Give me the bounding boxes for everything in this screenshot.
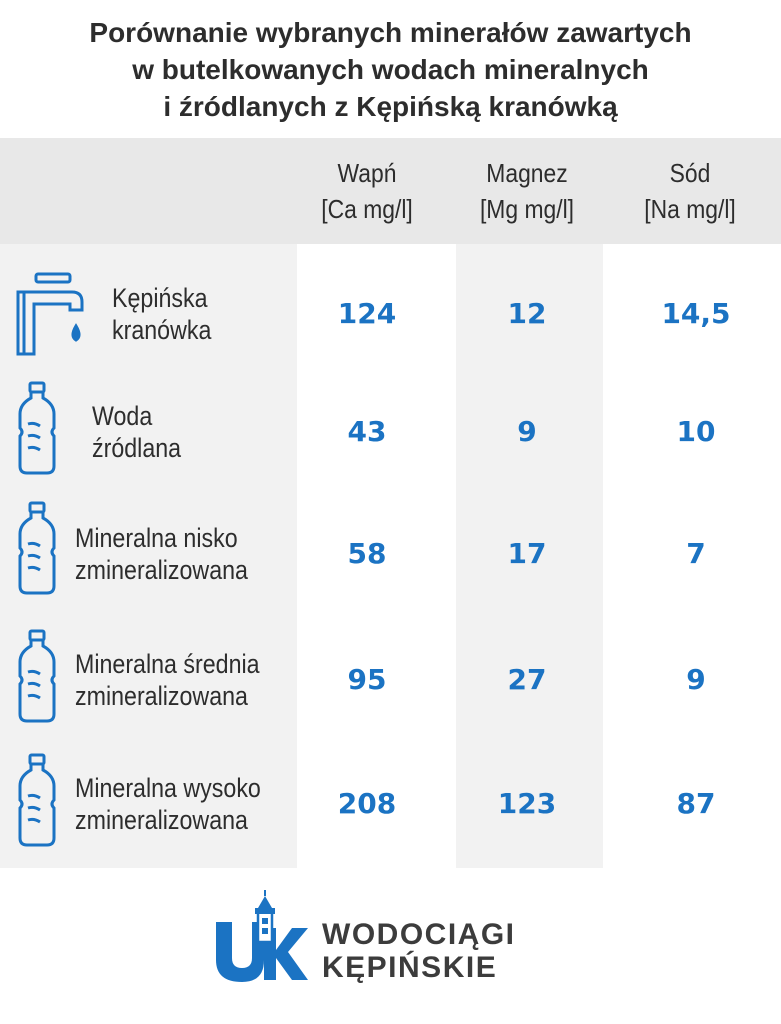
table-row: Mineralna wysoko zmineralizowana 208 123 87: [0, 750, 781, 858]
label-column-band: [0, 244, 297, 868]
value-cell: 7: [686, 537, 706, 570]
bottle-icon: [14, 380, 60, 481]
column-unit: [Mg mg/l]: [479, 194, 575, 224]
title-line: w butelkowanych wodach mineralnych: [132, 54, 649, 85]
row-label: Mineralna nisko zmineralizowana: [75, 522, 248, 586]
value-cell: 12: [507, 297, 547, 330]
column-name: Sód: [669, 158, 711, 188]
row-label-line: źródlana: [92, 433, 182, 463]
table-row: Woda źródlana 43 9 10: [0, 378, 781, 486]
faucet-icon: [14, 270, 94, 365]
value-cell: 9: [686, 663, 706, 696]
column-unit: [Na mg/l]: [644, 194, 736, 224]
row-label-line: zmineralizowana: [75, 681, 248, 711]
row-label-line: Kępińska: [112, 283, 208, 313]
wodociagi-kepinskie-logo: [212, 888, 552, 988]
value-cell: 124: [337, 297, 397, 330]
chart-title: Porównanie wybranych minerałów zawartych…: [0, 14, 781, 125]
row-label-line: Mineralna średnia: [75, 649, 260, 679]
header-band: [0, 138, 781, 244]
row-label-line: Woda: [92, 401, 153, 431]
column-header-wapn: Wapń [Ca mg/l]: [297, 138, 438, 244]
row-label-line: kranówka: [112, 315, 212, 345]
row-label-line: zmineralizowana: [75, 555, 248, 585]
value-cell: 10: [676, 415, 716, 448]
value-cell: 9: [517, 415, 537, 448]
bottle-icon: [14, 500, 60, 601]
value-cell: 27: [507, 663, 547, 696]
column-header-magnez: Magnez [Mg mg/l]: [457, 138, 598, 244]
table-row: Mineralna nisko zmineralizowana 58 17 7: [0, 498, 781, 610]
value-cell: 14,5: [661, 297, 731, 330]
value-cell: 17: [507, 537, 547, 570]
row-label-line: zmineralizowana: [75, 805, 248, 835]
column-unit: [Ca mg/l]: [321, 194, 413, 224]
table-row: Kępińska kranówka 124 12 14,5: [0, 260, 781, 368]
column-header-sod: Sód [Na mg/l]: [620, 138, 761, 244]
row-label: Woda źródlana: [92, 400, 181, 464]
value-cell: 95: [347, 663, 387, 696]
minerals-table: Wapń [Ca mg/l] Magnez [Mg mg/l] Sód [Na …: [0, 138, 781, 868]
value-cell: 43: [347, 415, 387, 448]
water-tower-logo-icon: [216, 890, 308, 982]
column-name: Magnez: [486, 158, 568, 188]
row-label-line: Mineralna nisko: [75, 523, 238, 553]
magnez-column-band: [456, 244, 603, 868]
bottle-icon: [14, 752, 60, 853]
title-line: Porównanie wybranych minerałów zawartych: [89, 17, 692, 48]
bottle-icon: [14, 628, 60, 729]
logo-text: WODOCIĄGI KĘPIŃSKIE: [322, 918, 516, 984]
logo-line: WODOCIĄGI: [322, 918, 516, 951]
logo-line: KĘPIŃSKIE: [322, 951, 498, 984]
row-label-line: Mineralna wysoko: [75, 773, 261, 803]
table-row: Mineralna średnia zmineralizowana 95 27 9: [0, 626, 781, 734]
value-cell: 58: [347, 537, 387, 570]
row-label: Mineralna wysoko zmineralizowana: [75, 772, 261, 836]
row-label: Kępińska kranówka: [112, 282, 211, 346]
value-cell: 208: [337, 787, 397, 820]
column-name: Wapń: [337, 158, 397, 188]
title-line: i źródlanych z Kępińską kranówką: [163, 91, 618, 122]
row-label: Mineralna średnia zmineralizowana: [75, 648, 260, 712]
value-cell: 123: [497, 787, 557, 820]
value-cell: 87: [676, 787, 716, 820]
